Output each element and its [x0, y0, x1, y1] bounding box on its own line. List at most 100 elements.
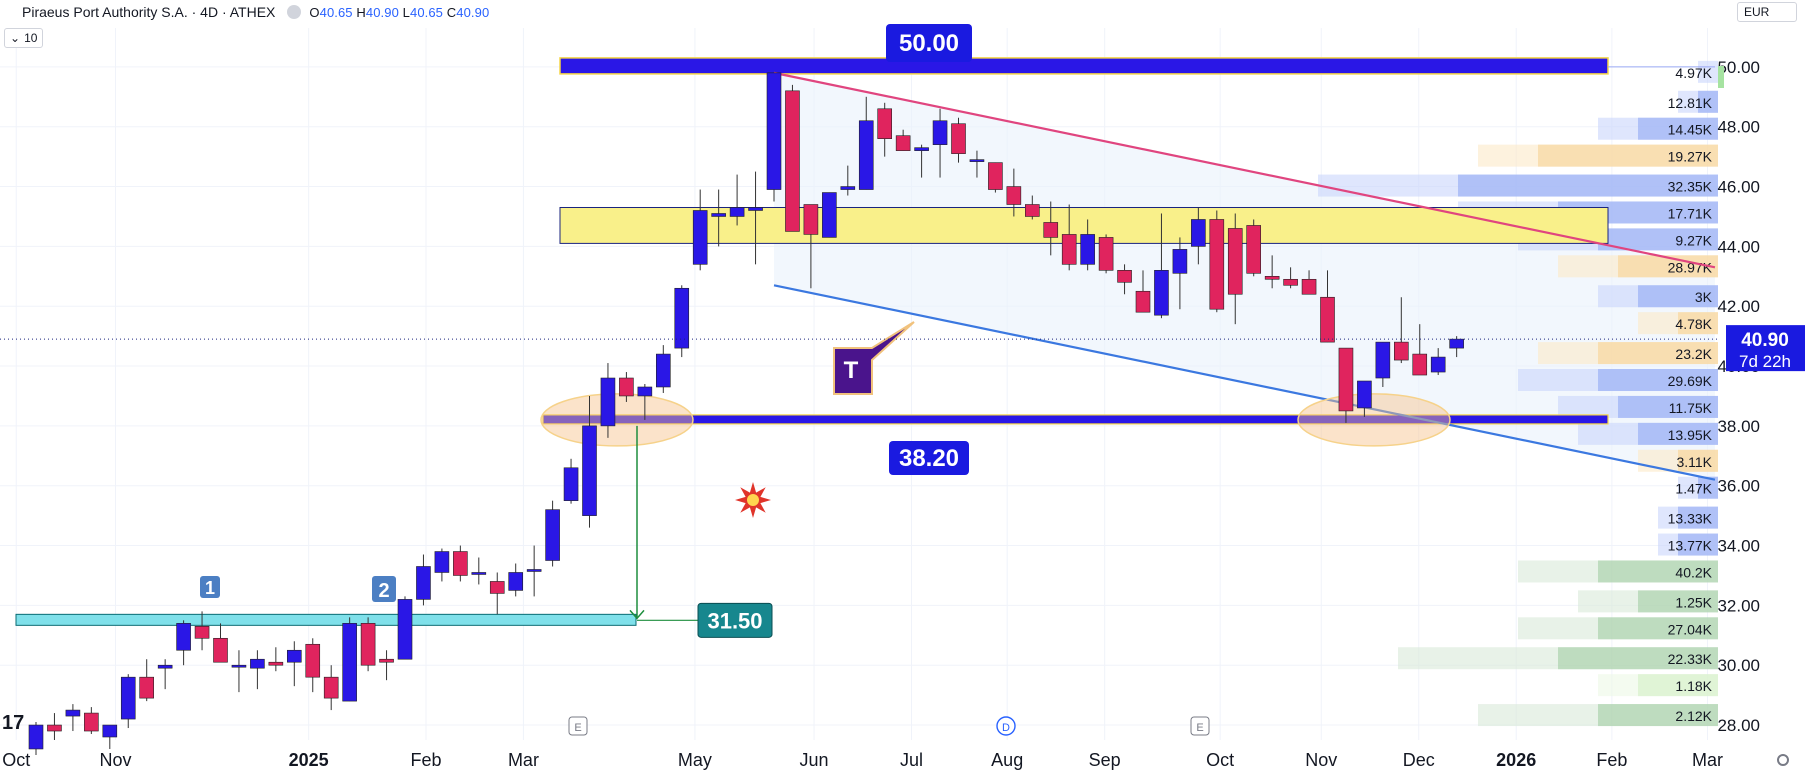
time-tick: 2026: [1496, 750, 1536, 770]
volume-label: 32.35K: [1668, 179, 1713, 195]
volume-label: 14.45K: [1668, 122, 1713, 138]
indicator-toggle[interactable]: ⌄ 10: [4, 28, 44, 48]
event-badge-D: D: [996, 716, 1016, 736]
candle-down: [84, 712, 99, 732]
candle-down: [305, 643, 321, 678]
volume-label: 2.12K: [1675, 708, 1712, 724]
price-tick: 38.00: [1717, 417, 1760, 436]
earnings-badge-text: E: [574, 722, 581, 734]
candle-down: [877, 108, 893, 139]
ohlc-low-label: L: [402, 4, 410, 20]
support-band: [542, 414, 1609, 425]
candle-up: [508, 572, 524, 591]
volume-label: 12.81K: [1668, 95, 1713, 111]
candle-down: [1025, 204, 1040, 217]
candle-up: [1080, 234, 1095, 265]
volume-label: 27.04K: [1668, 621, 1713, 637]
symbol-title[interactable]: Piraeus Port Authority S.A. · 4D · ATHEX: [22, 4, 276, 20]
candle-down: [213, 637, 228, 663]
callout-T-bg: [833, 321, 915, 395]
dividend-badge-bg: [996, 716, 1016, 736]
candle-down: [1227, 228, 1243, 295]
ohlc-open-label: O: [309, 4, 320, 20]
time-tick: Dec: [1403, 750, 1435, 770]
dividend-badge-text: D: [1002, 722, 1010, 734]
time-tick: Jun: [800, 750, 829, 770]
settings-icon[interactable]: [1777, 754, 1789, 766]
tradingview-logo-icon[interactable]: 17: [2, 712, 25, 734]
candle-up: [858, 120, 874, 190]
price-tick: 30.00: [1717, 656, 1760, 675]
candle-down: [895, 135, 911, 151]
trendline-bottom: [773, 284, 1716, 481]
last-price-text: 40.90: [1741, 330, 1789, 351]
marker-2-bg: [372, 576, 396, 602]
volume-bar-up: [1558, 647, 1718, 670]
volume-bar-up: [1598, 342, 1718, 365]
marker-1-bg: [200, 576, 220, 598]
highlight-ellipse: [1297, 393, 1451, 447]
volume-bar-up: [1598, 369, 1718, 392]
level-label-38-text: 38.20: [899, 445, 959, 472]
price-tick: 32.00: [1717, 596, 1760, 615]
candle-down: [1412, 353, 1428, 376]
volume-label: 28.97K: [1668, 259, 1713, 275]
candle-down: [1135, 290, 1151, 313]
currency-selector[interactable]: EUR: [1737, 2, 1797, 22]
marker-2: 2: [372, 576, 396, 602]
candle-up: [748, 207, 763, 211]
price-tick: 50.00: [1717, 58, 1760, 77]
time-axis: Oct Nov 2025 Feb Mar May Jun Jul Aug Sep Oct Nov Dec…: [2, 750, 1723, 770]
volume-bar-up: [1678, 449, 1718, 472]
candle-up: [563, 467, 579, 501]
volume-bar-up: [1678, 312, 1718, 335]
candle-down: [1301, 278, 1317, 295]
candle-up: [434, 551, 450, 573]
candle-up: [711, 213, 726, 217]
volume-label: 3K: [1695, 289, 1713, 305]
candle-down: [453, 551, 468, 576]
volume-label: 13.77K: [1668, 538, 1713, 554]
candle-up: [840, 186, 856, 190]
candle-down: [1043, 222, 1059, 238]
candle-up: [766, 72, 782, 190]
time-tick: Mar: [1692, 750, 1723, 770]
level-label-38-bg: [889, 441, 969, 475]
last-price-bg: [1726, 325, 1805, 372]
time-tick: 2025: [289, 750, 329, 770]
candle-up: [582, 425, 597, 516]
volume-label: 29.69K: [1668, 373, 1713, 389]
volume-bar-up: [1638, 285, 1718, 308]
callout-T-text: T: [844, 357, 859, 384]
price-tick: 46.00: [1717, 178, 1760, 197]
marker-1-text: 1: [205, 578, 215, 598]
candle-down: [619, 377, 634, 397]
time-tick: Oct: [2, 750, 30, 770]
countdown-text: 7d 22h: [1739, 352, 1791, 371]
candle-down: [1006, 186, 1022, 205]
time-tick: Nov: [100, 750, 132, 770]
volume-label: 11.75K: [1669, 400, 1713, 416]
candle-down: [1246, 225, 1261, 274]
volume-profile: 4.97K 12.81K 14.45K 19.27K 32.35K 17.71K 9.27K…: [1318, 60, 1718, 727]
explosion-core: [747, 494, 759, 506]
chart-header: Piraeus Port Authority S.A. · 4D · ATHEX…: [0, 0, 489, 24]
marker-1: 1: [200, 576, 220, 598]
candles: [28, 72, 1464, 755]
candle-up: [102, 724, 118, 738]
candle-down: [1098, 237, 1114, 271]
price-axis: 28.0030.0032.0034.0036.0038.0040.0042.00…: [1717, 58, 1760, 735]
currency-label: EUR: [1744, 5, 1770, 19]
ohlc-open: 40.65: [319, 4, 353, 20]
candle-up: [250, 658, 265, 669]
highlight-ellipse: [540, 393, 694, 447]
candle-down: [1394, 341, 1409, 361]
volume-label: 1.47K: [1675, 481, 1712, 497]
candle-down: [47, 724, 62, 732]
level-label-31-text: 31.50: [707, 608, 762, 633]
price-tick: 44.00: [1717, 237, 1760, 256]
volume-label: 22.33K: [1668, 651, 1713, 667]
